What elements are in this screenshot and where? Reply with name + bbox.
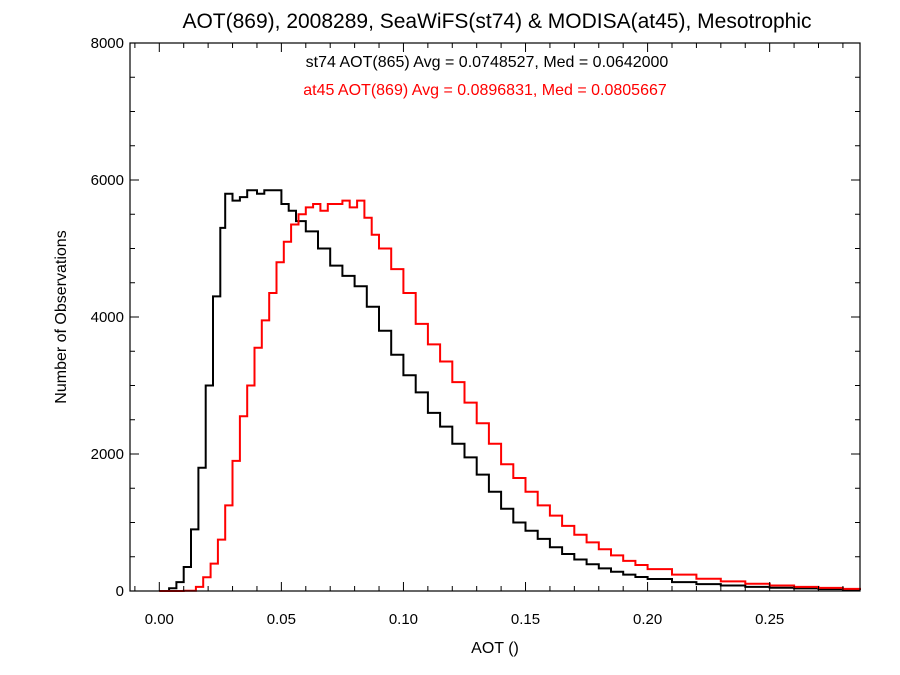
x-tick-label-4: 0.20: [633, 611, 662, 628]
x-tick-label-5: 0.25: [755, 611, 784, 628]
y-tick-label-3: 6000: [91, 172, 124, 189]
x-tick-label-3: 0.15: [511, 611, 540, 628]
series-layer: [159, 189, 861, 592]
plot-frame: [129, 42, 861, 592]
chart-title: AOT(869), 2008289, SeaWiFS(st74) & MODIS…: [182, 10, 811, 33]
annotation-at45: at45 AOT(869) Avg = 0.0896831, Med = 0.0…: [303, 82, 667, 99]
y-tick-label-2: 4000: [91, 309, 124, 326]
y-tick-label-1: 2000: [91, 446, 124, 463]
annotation-st74: st74 AOT(865) Avg = 0.0748527, Med = 0.0…: [306, 54, 669, 71]
x-axis-title: AOT (): [471, 640, 519, 657]
y-axis-title: Number of Observations: [53, 230, 70, 403]
series-line-0: [159, 189, 861, 592]
y-tick-label-0: 0: [116, 583, 124, 600]
y-tick-label-4: 8000: [91, 35, 124, 52]
x-tick-label-1: 0.05: [267, 611, 296, 628]
x-tick-label-0: 0.00: [145, 611, 174, 628]
x-tick-label-2: 0.10: [389, 611, 418, 628]
series-line-1: [159, 199, 861, 592]
axes-layer: 0.00 0.05 0.10 0.15 0.20 0.25 0 2000 4000 6000 800…: [91, 35, 860, 628]
